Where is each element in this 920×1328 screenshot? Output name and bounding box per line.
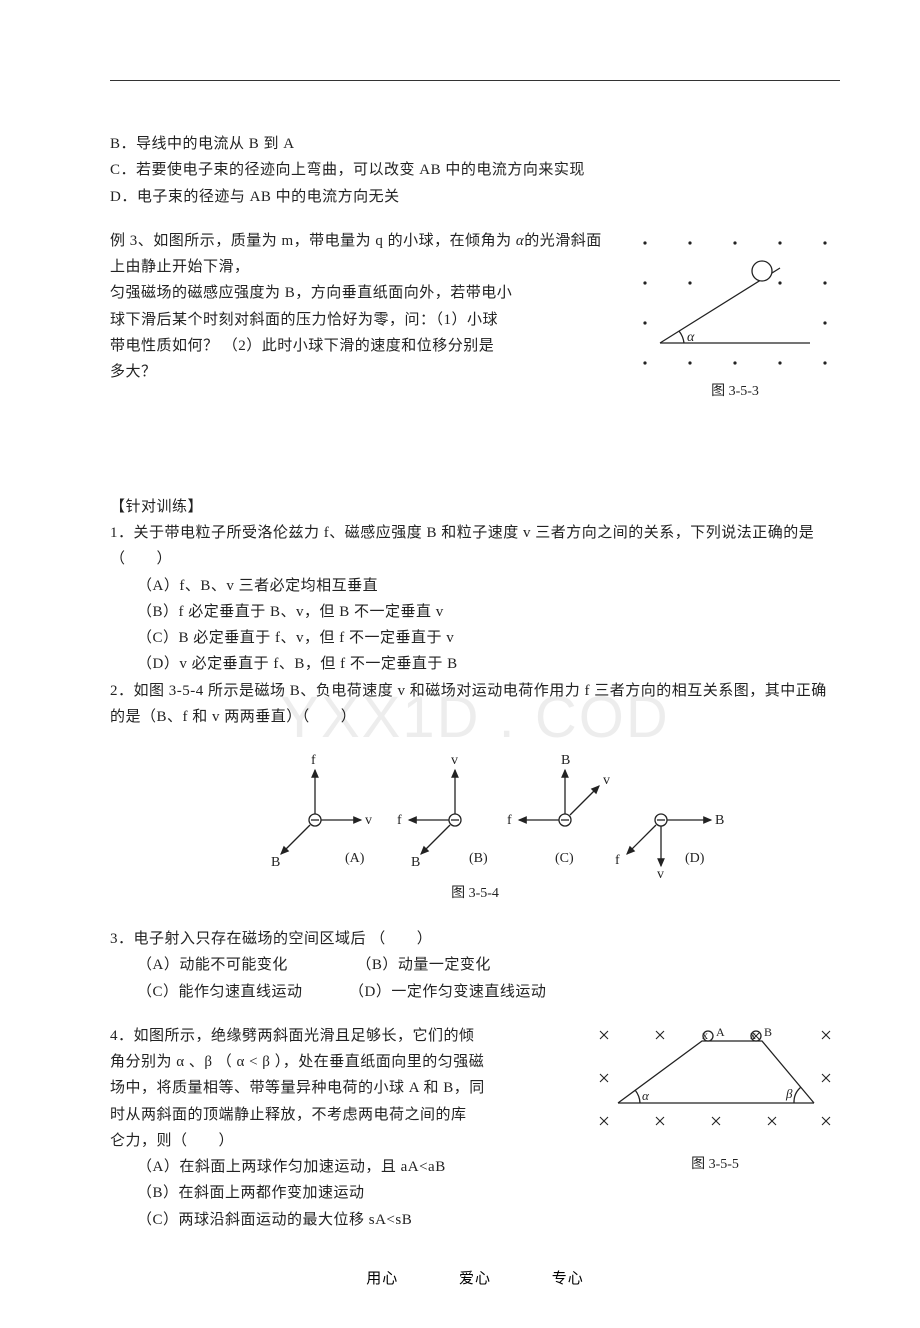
svg-text:B: B xyxy=(715,813,724,828)
svg-text:B: B xyxy=(764,1025,772,1039)
svg-text:α: α xyxy=(687,330,695,345)
svg-text:α: α xyxy=(642,1088,650,1103)
svg-text:v: v xyxy=(451,753,458,768)
svg-text:B: B xyxy=(411,855,420,870)
figure-3-5-4-caption: 图 3-5-4 xyxy=(451,882,499,902)
q3-row2: （C）能作匀速直线运动 （D）一定作匀变速直线运动 xyxy=(110,979,840,1005)
q3-a: （A）动能不可能变化 xyxy=(137,957,288,973)
svg-text:A: A xyxy=(716,1025,725,1039)
option-b: B．导线中的电流从 B 到 A xyxy=(110,131,840,157)
page-footer: 用心 爱心 专心 xyxy=(110,1267,840,1288)
svg-text:(C): (C) xyxy=(555,851,574,866)
figure-3-5-4: f v B (A) v f B (B) xyxy=(110,740,840,902)
q1-d: （D）v 必定垂直于 f、B，但 f 不一定垂直于 B xyxy=(110,651,840,677)
ex3-l1a: 例 3、如图所示，质量为 m，带电量为 q 的小球，在倾角为 xyxy=(110,233,516,249)
q1-a: （A）f、B、v 三者必定均相互垂直 xyxy=(110,573,840,599)
footer-c: 专心 xyxy=(552,1271,584,1287)
svg-text:v: v xyxy=(657,867,664,880)
svg-text:v: v xyxy=(603,773,610,788)
q1-b: （B）f 必定垂直于 B、v，但 B 不一定垂直 v xyxy=(110,599,840,625)
footer-a: 用心 xyxy=(366,1271,398,1287)
training-header: 【针对训练】 xyxy=(110,494,840,520)
svg-text:v: v xyxy=(365,813,372,828)
option-d: D．电子束的径迹与 AB 中的电流方向无关 xyxy=(110,184,840,210)
svg-text:(B): (B) xyxy=(469,851,488,866)
example-3-block: α 图 3-5-3 例 3、如图所示，质量为 m，带电量为 q 的小球，在倾角为… xyxy=(110,228,840,406)
figure-3-5-3: α 图 3-5-3 xyxy=(630,228,840,400)
figure-3-5-3-caption: 图 3-5-3 xyxy=(630,380,840,400)
svg-text:B: B xyxy=(561,753,570,768)
q3-c: （C）能作匀速直线运动 xyxy=(137,984,303,1000)
svg-text:B: B xyxy=(271,855,280,870)
q4-c: （C）两球沿斜面运动的最大位移 sA<sB xyxy=(110,1207,840,1233)
q4-b: （B）在斜面上两都作变加速运动 xyxy=(110,1180,840,1206)
q3-d: （D）一定作匀变速直线运动 xyxy=(349,984,546,1000)
svg-text:f: f xyxy=(311,753,316,768)
q4-block: α β A B x x 图 3-5-5 4．如图所示，绝缘劈两斜面光滑且足够长，… xyxy=(110,1023,840,1233)
svg-text:β: β xyxy=(785,1086,793,1101)
q3-b: （B）动量一定变化 xyxy=(356,957,491,973)
svg-text:(A): (A) xyxy=(345,851,365,866)
footer-b: 爱心 xyxy=(459,1271,491,1287)
svg-text:f: f xyxy=(507,813,512,828)
q3-stem: 3．电子射入只存在磁场的空间区域后 （ ） xyxy=(110,926,840,952)
svg-text:x: x xyxy=(702,1028,708,1042)
figure-3-5-5: α β A B x x 图 3-5-5 xyxy=(590,1023,840,1173)
figure-3-5-5-caption: 图 3-5-5 xyxy=(590,1153,840,1173)
svg-text:x: x xyxy=(750,1028,756,1042)
q2-stem: 2．如图 3-5-4 所示是磁场 B、负电荷速度 v 和磁场对运动电荷作用力 f… xyxy=(110,678,840,731)
page: B．导线中的电流从 B 到 A C．若要使电子束的径迹向上弯曲，可以改变 AB … xyxy=(0,0,920,1328)
top-rule xyxy=(110,80,840,81)
q1-c: （C）B 必定垂直于 f、v，但 f 不一定垂直于 v xyxy=(110,625,840,651)
q2-block: YXX1D . COD 2．如图 3-5-4 所示是磁场 B、负电荷速度 v 和… xyxy=(110,678,840,731)
svg-text:f: f xyxy=(397,813,402,828)
svg-text:(D): (D) xyxy=(685,851,705,866)
option-c: C．若要使电子束的径迹向上弯曲，可以改变 AB 中的电流方向来实现 xyxy=(110,157,840,183)
q3-row1: （A）动能不可能变化 （B）动量一定变化 xyxy=(110,952,840,978)
svg-text:f: f xyxy=(615,853,620,868)
q1-stem: 1．关于带电粒子所受洛伦兹力 f、磁感应强度 B 和粒子速度 v 三者方向之间的… xyxy=(110,520,840,573)
